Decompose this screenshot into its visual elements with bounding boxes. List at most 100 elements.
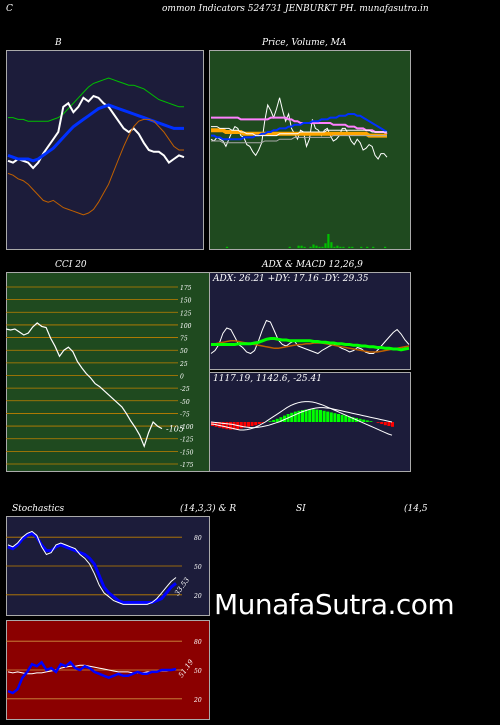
watermark: MunafaSutra.com	[214, 588, 455, 621]
macd-histogram-bar	[376, 422, 380, 423]
macd-histogram-bar	[301, 410, 304, 422]
price-series-4	[211, 126, 387, 137]
macd-histogram-bar	[250, 422, 254, 426]
macd-histogram-bar	[311, 409, 315, 422]
macd-histogram-bar	[243, 422, 247, 428]
volume-bar	[309, 246, 312, 248]
cci-last-value: -105	[166, 425, 184, 434]
bollinger-chart	[6, 50, 204, 250]
volume-bar	[342, 246, 345, 248]
price-ma-title: Price, Volume, MA	[262, 38, 347, 48]
volume-bar	[372, 246, 375, 248]
rsi-series-0	[7, 664, 176, 675]
macd-histogram-bar	[293, 411, 297, 422]
macd-histogram-bar	[279, 417, 283, 422]
macd-histogram-bar	[254, 422, 258, 426]
volume-bar	[336, 245, 339, 248]
rsi-tick-label: 20	[193, 697, 202, 704]
macd-histogram-bar	[308, 409, 312, 422]
volume-bar	[318, 246, 321, 248]
cci-tick-label: 25	[179, 361, 188, 368]
macd-histogram-bar	[268, 421, 272, 422]
macd-histogram-bar	[326, 411, 330, 422]
bollinger-series-0	[8, 77, 184, 122]
macd-histogram-bar	[272, 420, 276, 422]
macd-histogram-bar	[232, 422, 236, 430]
cci-tick-label: -100	[180, 424, 194, 431]
volume-bar	[348, 246, 351, 248]
macd-histogram-bar	[337, 414, 340, 422]
cci-tick-label: -125	[180, 437, 194, 444]
volume-bar	[312, 244, 315, 248]
page-title: ommon Indicators 524731 JENBURKT PH. mun…	[162, 4, 429, 14]
cci-title: CCI 20	[55, 260, 87, 270]
adx-series-2	[211, 337, 410, 352]
volume-bar	[315, 245, 318, 248]
stoch-series-1	[7, 530, 177, 605]
cci-chart: 175 150 125 100 75 50 25 0 -25 -50 -75 -100 -125 -150…	[6, 272, 210, 472]
macd-histogram-bar	[344, 415, 348, 422]
macd-histogram-bar	[283, 415, 286, 422]
macd-histogram-bar	[218, 422, 222, 428]
volume-bar	[360, 246, 363, 248]
macd-histogram-bar	[247, 422, 250, 427]
macd-histogram-bar	[383, 422, 387, 426]
volume-bar	[327, 234, 330, 248]
volume-bar	[288, 246, 291, 248]
rsi-title: SI	[296, 504, 306, 514]
cci-tick-label: 0	[180, 374, 184, 381]
macd-histogram-bar	[329, 412, 333, 422]
volume-bar	[303, 246, 306, 248]
adx-macd-title: ADX & MACD 12,26,9	[262, 260, 363, 270]
macd-histogram-bar	[257, 422, 261, 424]
cci-tick-label: 100	[180, 323, 192, 330]
macd-series-0	[210, 401, 393, 436]
macd-histogram-bar	[304, 409, 308, 422]
volume-bar	[330, 242, 333, 248]
rsi-tick-label: 80	[194, 639, 202, 646]
cci-tick-label: 175	[180, 285, 192, 292]
price-volume-ma-chart	[209, 50, 411, 250]
volume-bar	[225, 246, 229, 248]
cci-tick-label: 125	[180, 310, 192, 317]
macd-histogram-bar	[387, 422, 391, 426]
cci-tick-label: -150	[180, 449, 194, 456]
volume-bar	[339, 246, 342, 248]
bollinger-background	[6, 50, 204, 250]
stoch-series-0	[7, 531, 177, 604]
header-left-letter: C	[6, 4, 13, 14]
volume-bar	[384, 246, 387, 248]
volume-bar	[351, 246, 354, 248]
volume-bar	[333, 246, 336, 248]
macd-values-label: 1117.19, 1142.6, -25.41	[213, 374, 322, 384]
bollinger-series-1	[7, 94, 185, 170]
macd-histogram-bar	[391, 422, 394, 427]
volume-bar	[321, 246, 324, 248]
macd-histogram-bar	[261, 422, 265, 423]
macd-histogram-bar	[322, 410, 326, 422]
macd-histogram-bar	[225, 422, 229, 430]
cci-series-0	[6, 322, 163, 449]
cci-tick-label: 75	[180, 336, 188, 343]
price-series-1	[211, 116, 388, 135]
macd-histogram-bar	[319, 410, 322, 422]
bollinger-title: B	[55, 38, 62, 48]
rsi-series-1	[7, 660, 177, 695]
macd-series-1	[210, 407, 393, 429]
macd-chart	[209, 372, 411, 472]
cci-tick-label: -175	[180, 462, 194, 469]
cci-tick-label: -50	[180, 399, 190, 406]
macd-histogram-bar	[297, 410, 301, 422]
adx-background	[209, 272, 411, 370]
cci-tick-label: 150	[180, 298, 192, 305]
macd-histogram-bar	[365, 420, 369, 422]
price-series-3	[211, 113, 388, 141]
macd-histogram-bar	[347, 416, 351, 422]
macd-histogram-bar	[290, 412, 294, 422]
macd-histogram-bar	[380, 422, 384, 424]
macd-histogram-bar	[229, 422, 232, 430]
macd-histogram-bar	[239, 422, 243, 429]
cci-tick-label: -75	[180, 411, 190, 418]
stoch-tick-label: 80	[194, 535, 202, 542]
